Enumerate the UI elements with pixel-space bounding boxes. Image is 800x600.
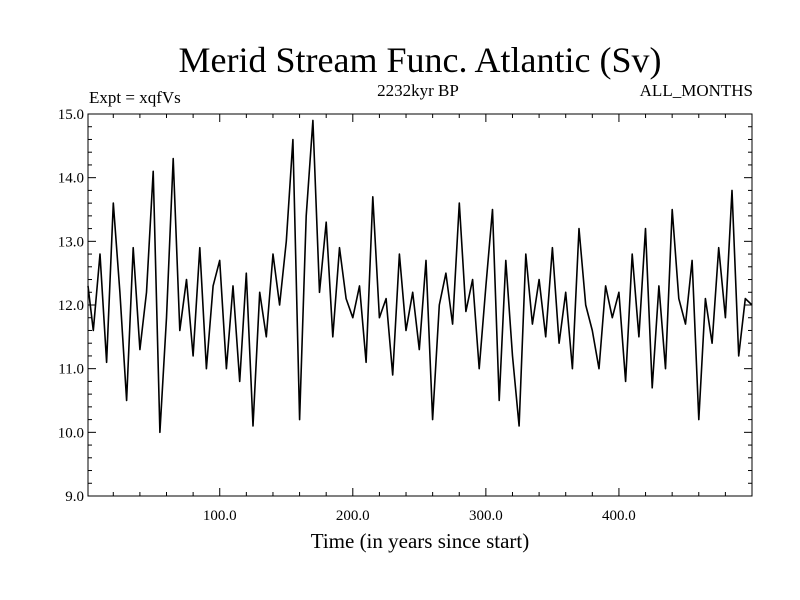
y-tick-label: 12.0 — [58, 298, 84, 314]
y-tick-label: 14.0 — [58, 171, 84, 187]
labels-layer: 9.0 10.0 11.0 12.0 13.0 14.0 15.0 100.0 200.0 300… — [58, 107, 636, 524]
plot-frame — [87, 113, 753, 497]
experiment-label: Expt = xqfVs — [89, 88, 181, 107]
ticks-layer — [88, 113, 752, 497]
y-tick-label: 9.0 — [65, 489, 84, 505]
chart-title: Merid Stream Func. Atlantic (Sv) — [179, 40, 662, 80]
y-tick-label: 13.0 — [58, 234, 84, 250]
y-tick-label: 15.0 — [58, 107, 84, 123]
months-label: ALL_MONTHS — [640, 81, 753, 100]
x-tick-label: 300.0 — [469, 508, 503, 524]
series-layer — [87, 119, 753, 434]
x-tick-label: 400.0 — [602, 508, 636, 524]
series-line-0 — [87, 119, 753, 434]
period-label: 2232kyr BP — [377, 81, 459, 100]
x-tick-label: 100.0 — [203, 508, 237, 524]
y-tick-label: 11.0 — [58, 362, 84, 378]
x-axis-label: Time (in years since start) — [311, 529, 530, 553]
x-tick-label: 200.0 — [336, 508, 370, 524]
y-tick-label: 10.0 — [58, 425, 84, 441]
